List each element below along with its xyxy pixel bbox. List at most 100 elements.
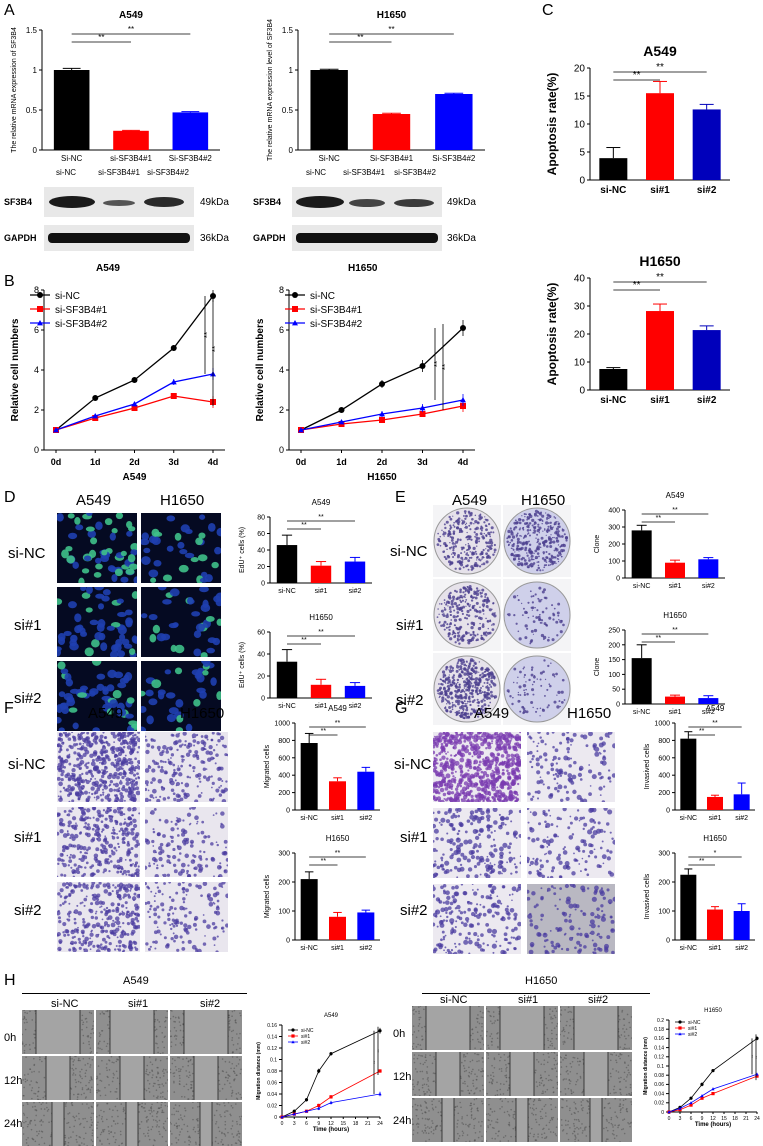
series-line-1 [668,1075,758,1113]
legend-marker-1 [37,306,43,312]
wound-a549-image-r0-c0 [22,1010,94,1054]
category-label-0: si-NC [600,185,626,196]
category-label-2: si#2 [702,583,715,590]
chart-title: A549 [706,705,725,713]
y-tick-label: 2 [34,405,39,415]
legend-marker-1 [678,1026,682,1030]
legend-marker-0 [291,1028,295,1032]
d-row-si2: si#2 [14,690,42,707]
y-tick-label: 8 [279,285,284,295]
e-col-a549: A549 [452,492,488,509]
y-axis-label: Apoptosis rate(%) [545,73,559,176]
category-label-2: Si-SF3B4#2 [169,154,213,163]
y-tick-label: 300 [608,524,620,531]
point-2-1 [292,1112,296,1116]
chart-c-h1650: 0 10 20 30 40 H1650 Apoptosis rate(%) si-NC si#1… [545,253,730,406]
y-axis-label: The relative mRNA expression level of SF… [267,19,274,161]
category-label-2: si#2 [697,185,717,196]
bar-2 [692,330,721,390]
x-axis-label: A549 [123,472,147,483]
point-2-2 [304,1109,309,1113]
significance-label-0: ** [633,70,641,81]
x-tick-label: 0d [296,457,307,467]
clone-image-r0-c0 [433,505,501,577]
f-row-si2: si#2 [14,902,42,919]
legend-label-0: si-NC [301,1028,314,1034]
legend-label-1: si-SF3B4#1 [55,305,108,316]
point-1-1 [678,1108,682,1112]
category-label-0: Si-NC [318,154,340,163]
point-0-2 [304,1098,309,1102]
edu-image-r0-c1 [141,513,221,583]
d-col-a549: A549 [76,492,112,509]
y-tick-label: 0 [33,146,38,155]
category-label-0: si-NC [278,703,296,710]
a549-row-label-3: si-SF3B4#2 [147,168,189,177]
significance-label-1: ** [712,720,718,727]
y-tick-label: 200 [658,879,670,886]
y-tick-label: 40 [574,274,586,285]
invasion-image-r0-c0 [433,732,521,802]
y-tick-label: 600 [278,755,290,762]
y-tick-label: 400 [658,773,670,780]
g-row-si2: si#2 [400,902,428,919]
y-tick-label: 0.16 [654,1036,664,1042]
clone-image-r1-c0 [433,579,501,651]
category-label-1: si#1 [650,185,670,196]
y-axis-label: Apoptosis rate(%) [545,283,559,386]
bar-2 [733,911,750,940]
significance-label-1: ** [754,1055,759,1059]
legend-marker-2 [37,320,43,326]
point-1-4 [711,1092,715,1096]
point-0-1 [338,407,345,413]
wound-h1650-image-r1-c0 [412,1052,484,1096]
point-1-2 [379,417,385,423]
bar-1 [310,565,332,583]
clone-image-r2-c0 [433,653,501,725]
legend-marker-0 [678,1020,682,1024]
bar-1 [707,796,723,810]
migration-image-r1-c0 [57,807,140,877]
point-2-5 [378,1092,382,1096]
y-axis-label: Invasived cells [644,743,651,789]
y-tick-label: 0.5 [282,106,294,115]
chart-title: H1650 [377,10,407,21]
bar-0 [599,369,628,390]
y-tick-label: 200 [608,541,620,548]
legend-label-1: si#1 [688,1026,697,1032]
legend-label-0: si-NC [688,1020,701,1026]
e-row-si1: si#1 [396,617,424,634]
x-tick-label: 3d [417,457,428,467]
d-row-si1: si#1 [14,617,42,634]
chart-title: A549 [666,491,685,500]
point-2-3 [170,379,177,385]
point-2-2 [379,411,385,417]
bar-2 [698,559,719,578]
f-row-sinc: si-NC [8,756,46,773]
legend-label-0: si-NC [55,291,80,302]
e-col-h1650: H1650 [521,492,566,509]
y-tick-label: 0.16 [267,1023,277,1029]
chart-title: A549 [324,1013,339,1019]
h-a549-col-sinc: si-NC [51,998,79,1010]
point-2-4 [460,397,466,403]
point-1-3 [170,393,177,399]
migration-image-r1-c1 [145,807,228,877]
x-tick-label: 1d [336,457,347,467]
significance-label-1: * [714,850,717,857]
edu-image-r1-c1 [141,587,221,657]
y-axis-label: Relative cell numbers [10,318,21,421]
wound-a549-image-r1-c0 [22,1056,94,1100]
wound-h1650-image-r1-c2 [560,1052,632,1096]
bar-0 [680,738,697,810]
significance-label-0: ** [433,361,442,367]
h1650-row-label-2: si-SF3B4#1 [343,168,385,177]
significance-label-0: ** [321,728,327,735]
y-axis-label: Clone [594,535,601,553]
y-tick-label: 0.5 [26,106,38,115]
legend-marker-0 [37,292,43,298]
legend-marker-2 [292,320,298,326]
significance-label-0: ** [699,858,705,865]
bar-0 [276,545,298,583]
wound-a549-image-r0-c1 [96,1010,168,1054]
